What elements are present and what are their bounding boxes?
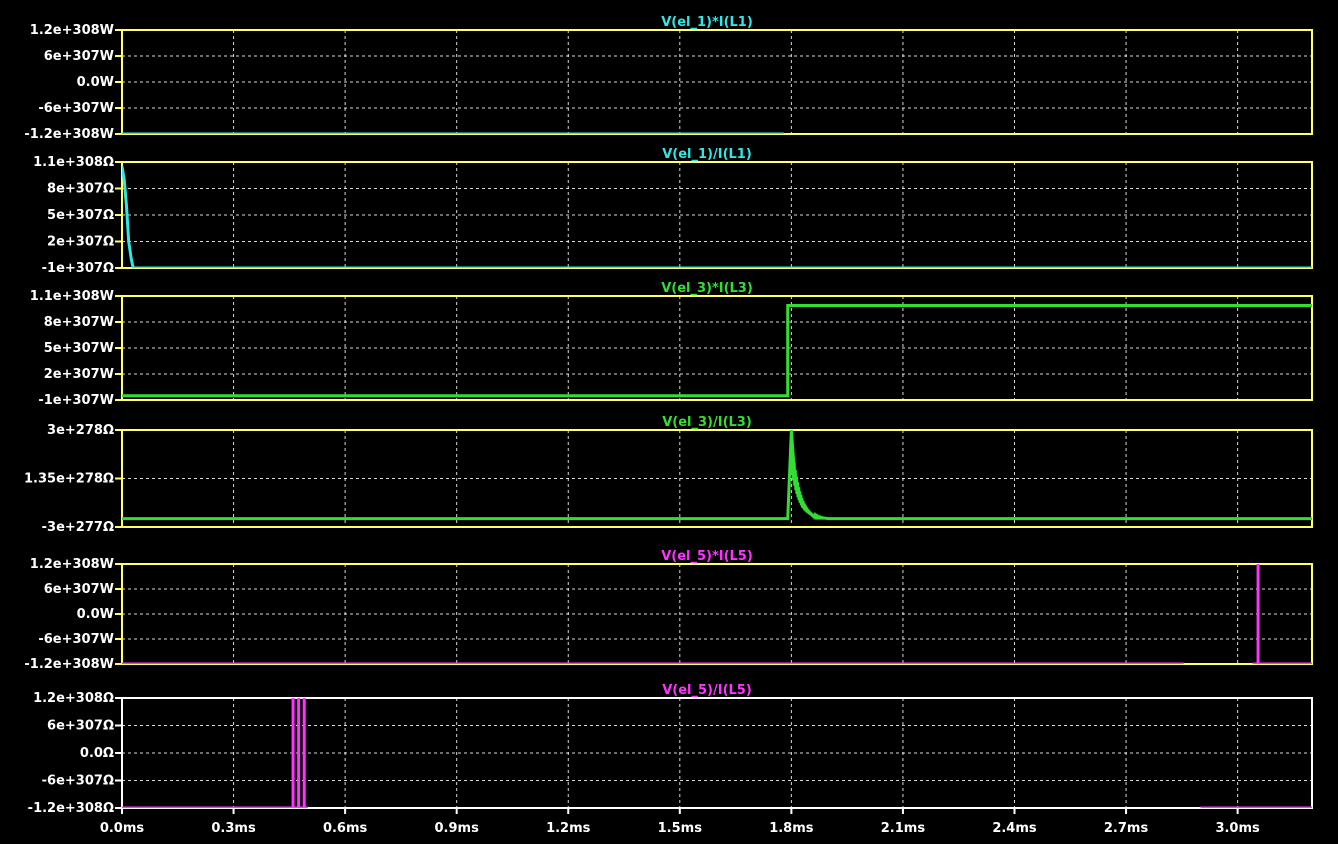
y-tick-label: -1.2e+308W	[24, 127, 114, 142]
y-tick-label: 2e+307W	[44, 367, 114, 382]
trace-ringing	[790, 431, 826, 521]
x-tick-label: 1.5ms	[658, 821, 703, 836]
plot-pane[interactable]: 1.2e+308W 6e+307W 0.0W -6e+307W -1.2e+308W V(…	[24, 0, 1313, 672]
plot-frame	[121, 429, 1313, 528]
y-tick-label: -6e+307W	[38, 101, 114, 116]
y-tick-label: 5e+307W	[44, 341, 114, 356]
y-tick-label: 5e+307Ω	[47, 208, 114, 223]
x-tick-label: 0.0ms	[100, 821, 145, 836]
y-tick-label: 6e+307Ω	[47, 719, 114, 734]
y-tick-label: 3e+278Ω	[47, 423, 114, 438]
trace-group	[122, 430, 1312, 521]
trace-title[interactable]: V(el_3)/I(L3)	[662, 415, 752, 430]
y-tick-label: 0.0W	[77, 75, 114, 90]
x-tick-label: 0.9ms	[435, 821, 480, 836]
x-tick-label: 2.4ms	[992, 821, 1037, 836]
y-tick-label: 6e+307W	[44, 582, 114, 597]
y-tick-label: 6e+307W	[44, 49, 114, 64]
y-tick-label: -1e+307Ω	[42, 261, 114, 276]
trace-line	[122, 430, 1312, 521]
x-tick-label: 0.6ms	[323, 821, 368, 836]
plot-pane[interactable]: 1.1e+308Ω 8e+307Ω 5e+307Ω 2e+307Ω -1e+307Ω V(…	[33, 147, 1313, 276]
plot-pane[interactable]: 3e+278Ω 1.35e+278Ω -3e+277Ω V(el_3)/I(L3)	[24, 415, 1313, 535]
trace-title[interactable]: V(el_3)*I(L3)	[661, 281, 753, 296]
y-tick-label: 1.2e+308W	[30, 557, 114, 572]
y-tick-label: 1.35e+278Ω	[24, 472, 114, 487]
trace-group	[122, 166, 1312, 268]
y-tick-label: -1.2e+308W	[24, 657, 114, 672]
x-tick-label: 2.7ms	[1104, 821, 1149, 836]
x-tick-label: 1.2ms	[546, 821, 591, 836]
y-tick-label: 1.2e+308Ω	[33, 691, 114, 706]
trace-title[interactable]: V(el_1)/I(L1)	[662, 147, 752, 162]
plot-pane[interactable]: 1.2e+308Ω 6e+307Ω 0.0Ω -6e+307Ω -1.2e+308Ω V(…	[28, 0, 1313, 816]
x-tick-label: 2.1ms	[881, 821, 926, 836]
trace-group	[122, 304, 1312, 398]
y-tick-label: 1.1e+308Ω	[33, 155, 114, 170]
y-tick-label: 8e+307W	[44, 315, 114, 330]
trace-line	[122, 166, 1312, 268]
plot-pane[interactable]: 1.2e+308W 6e+307W 0.0W -6e+307W -1.2e+308W V(…	[24, 15, 1313, 142]
y-tick-label: -6e+307Ω	[42, 774, 114, 789]
plot-frame	[121, 697, 1313, 809]
x-tick-label: 3.0ms	[1215, 821, 1260, 836]
x-tick-label: 1.8ms	[769, 821, 814, 836]
y-tick-label: 8e+307Ω	[47, 182, 114, 197]
y-tick-label: -6e+307W	[38, 632, 114, 647]
y-tick-label: 2e+307Ω	[47, 235, 114, 250]
trace-title[interactable]: V(el_5)*I(L5)	[661, 549, 753, 564]
x-tick-label: 0.3ms	[211, 821, 256, 836]
y-tick-label: 1.2e+308W	[30, 23, 114, 38]
y-tick-label: 0.0Ω	[80, 746, 114, 761]
trace-title[interactable]: V(el_1)*I(L1)	[661, 15, 753, 30]
plot-frame	[121, 295, 1313, 401]
y-tick-label: -1e+307W	[38, 393, 114, 408]
y-tick-label: 0.0W	[77, 607, 114, 622]
trace-line	[122, 304, 1312, 398]
trace-title[interactable]: V(el_5)/I(L5)	[662, 683, 752, 698]
y-tick-label: -1.2e+308Ω	[28, 801, 114, 816]
plot-pane[interactable]: 1.1e+308W 8e+307W 5e+307W 2e+307W -1e+307W V(…	[30, 281, 1313, 408]
y-tick-label: 1.1e+308W	[30, 289, 114, 304]
y-tick-label: -3e+277Ω	[42, 520, 114, 535]
